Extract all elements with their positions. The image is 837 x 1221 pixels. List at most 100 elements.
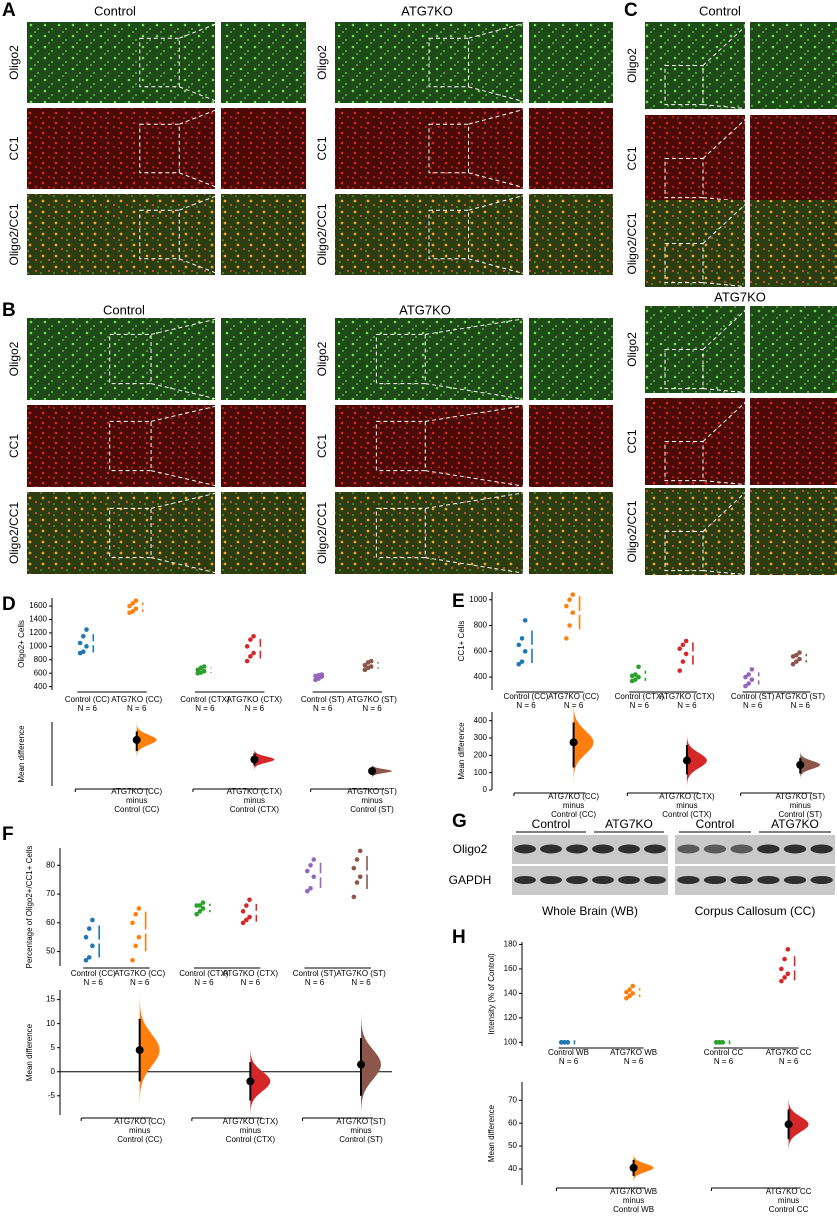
data-point [83,934,89,940]
diff-label: Control (CTX) [230,805,280,814]
row-label: CC1 [7,434,21,458]
blot-strip [675,866,835,895]
zoom-box [664,65,704,106]
zoom-line [702,282,751,288]
data-point [354,880,360,885]
y-tick-label: 0 [483,785,488,794]
data-point [130,957,135,963]
zoom-box [109,420,152,472]
blot-band [783,876,807,884]
zoom-line [179,193,222,211]
row-label: Oligo2/CC1 [7,502,21,564]
y-axis-label: Mean difference [457,722,466,780]
blot-band [618,844,640,854]
mean-difference [629,1163,638,1172]
micrograph [27,318,215,400]
zoom-line [425,383,530,401]
zoom-line [179,21,222,39]
data-point [311,857,317,862]
data-point [782,975,787,980]
blot-title: Corpus Callosum (CC) [695,904,816,918]
y-tick-label: 180 [504,940,518,949]
diff-label: ATG7KO WB [610,1187,657,1196]
data-point [746,672,751,677]
data-point [130,920,135,926]
data-point [244,903,249,908]
data-point [680,642,686,648]
row-label: Oligo2 [7,341,21,376]
y-tick-label: 800 [34,655,48,664]
row-label: Oligo2/CC1 [7,203,21,265]
micrograph-zoom [221,492,306,574]
bootstrap-distribution [139,994,160,1106]
y-axis-label: Oligo2+ Cells [17,620,26,668]
row-label: Oligo2 [315,341,329,376]
zoom-line [702,480,751,486]
y-tick-label: 400 [474,672,488,681]
data-point [749,667,755,672]
data-point [516,661,522,667]
data-point [714,1040,719,1045]
diff-label: Control (ST) [778,810,822,819]
zoom-line [425,317,530,335]
diff-label: minus [361,796,382,805]
data-point [683,651,689,657]
diff-label: minus [790,801,811,810]
blot-strip [512,866,668,895]
blot-band [592,876,614,884]
bootstrap-distribution [254,748,275,771]
data-point [785,971,791,977]
data-point [630,983,636,989]
micrograph-zoom [750,306,837,393]
group-n: N = 6 [195,704,215,713]
panel-title: ATG7KO [399,302,451,317]
data-point [522,649,528,654]
group-n: N = 6 [624,1057,644,1066]
y-tick-label: 1400 [29,615,47,624]
zoom-line [702,21,751,66]
row-label: CC1 [315,434,329,458]
data-point [133,911,138,917]
zoom-box [664,349,704,390]
group-n: N = 6 [791,701,811,710]
diff-label: Control WB [613,1205,654,1214]
zoom-box [664,531,704,572]
group-label: Control (CTX) [179,969,229,978]
group-label: ATG7KO (ST) [336,969,386,978]
zoom-line [702,487,751,532]
data-point [743,683,748,689]
zoom-line [702,388,751,394]
row-label: Oligo2 [625,48,639,83]
y-tick-label: 1200 [29,628,47,637]
data-point [564,603,569,609]
zoom-line [702,397,751,442]
data-point [749,677,755,682]
zoom-box [428,37,469,88]
blot-band [677,876,700,884]
mean-difference [569,738,578,747]
diff-label: ATG7KO (ST) [336,1117,386,1126]
group-n: N = 6 [313,704,333,713]
row-label: CC1 [625,146,639,170]
data-point [248,637,253,642]
diff-label: ATG7KO (ST) [347,787,397,796]
diff-label: Control (CTX) [226,1135,276,1144]
y-tick-label: 100 [504,1037,518,1046]
mean-difference [135,1046,144,1055]
data-point [559,1040,564,1045]
micrograph-zoom [221,318,306,400]
data-point [201,664,207,669]
group-label: Control (CTX) [180,695,230,704]
data-point [354,857,360,862]
micrograph-zoom [750,488,837,575]
data-point [200,906,206,911]
blot-band [644,844,666,854]
micrograph [335,194,523,275]
diff-label: Control (ST) [339,1135,383,1144]
y-tick-label: 1000 [469,595,487,604]
zoom-line [150,317,222,335]
zoom-line [425,404,530,422]
group-n: N = 6 [194,978,214,987]
data-point [368,658,374,664]
